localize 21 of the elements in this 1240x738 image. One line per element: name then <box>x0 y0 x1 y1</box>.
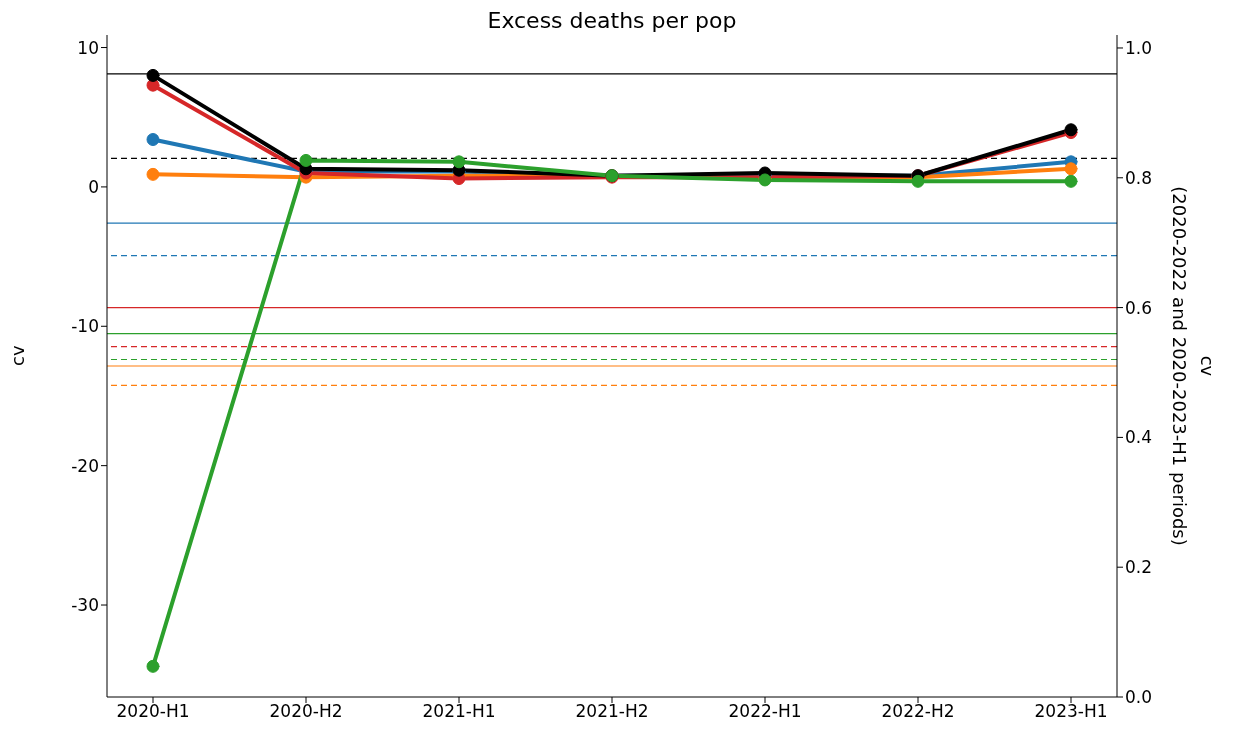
x-tick-label: 2023-H1 <box>1034 701 1108 722</box>
y2-tick-label: 0.0 <box>1125 687 1153 708</box>
y2-tick-label: 1.0 <box>1125 38 1153 59</box>
y-tick-label: -30 <box>71 595 99 616</box>
y2-axis-title: cv (2020-2022 and 2020-2023-H1 periods) <box>1169 186 1218 546</box>
x-tick-label: 2022-H2 <box>881 701 955 722</box>
x-tick-label: 2020-H2 <box>269 701 343 722</box>
y-tick-label: 10 <box>77 37 99 58</box>
chart-title: Excess deaths per pop <box>486 8 738 33</box>
y-tick-label: -10 <box>71 316 99 337</box>
y-tick-label: -20 <box>71 455 99 476</box>
y2-tick-label: 0.6 <box>1125 297 1153 318</box>
x-tick-label: 2022-H1 <box>728 701 802 722</box>
y-tick-label: 0 <box>88 176 99 197</box>
y2-tick-label: 0.8 <box>1125 167 1153 188</box>
y2-tick-label: 0.2 <box>1125 557 1153 578</box>
x-tick-label: 2021-H2 <box>575 701 649 722</box>
y2-tick-label: 0.4 <box>1125 427 1153 448</box>
x-tick-label: 2021-H1 <box>422 701 496 722</box>
y-axis-title: cv <box>7 345 29 366</box>
x-tick-label: 2020-H1 <box>116 701 190 722</box>
